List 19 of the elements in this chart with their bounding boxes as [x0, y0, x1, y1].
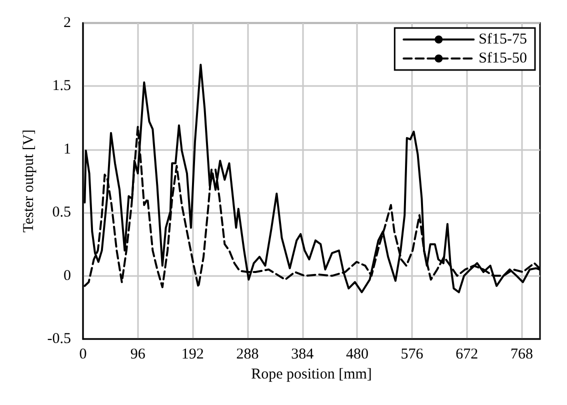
y-tick-label: 1 — [64, 141, 71, 158]
x-tick-label: 0 — [79, 346, 87, 362]
x-tick-label: 768 — [510, 346, 533, 362]
legend-label: Sf15-75 — [478, 32, 528, 48]
y-tick-label: -0.5 — [47, 331, 71, 347]
x-tick-label: 672 — [456, 346, 478, 362]
y-tick-label: 0 — [64, 268, 71, 284]
y-tick-label: 1.5 — [52, 78, 71, 94]
x-tick-label: 288 — [236, 346, 259, 362]
x-axis-title: Rope position [mm] — [251, 366, 372, 382]
x-tick-label: 384 — [291, 346, 314, 362]
x-tick-label: 576 — [400, 346, 424, 362]
y-axis-title: Tester output [V] — [20, 129, 37, 233]
x-tick-label: 96 — [130, 346, 146, 362]
x-tick-label: 192 — [181, 346, 204, 362]
x-tick-label: 480 — [346, 346, 368, 362]
y-tick-label: 2 — [64, 15, 71, 31]
y-tick-label: 0.5 — [52, 204, 71, 221]
legend-label: Sf15-50 — [478, 50, 528, 66]
